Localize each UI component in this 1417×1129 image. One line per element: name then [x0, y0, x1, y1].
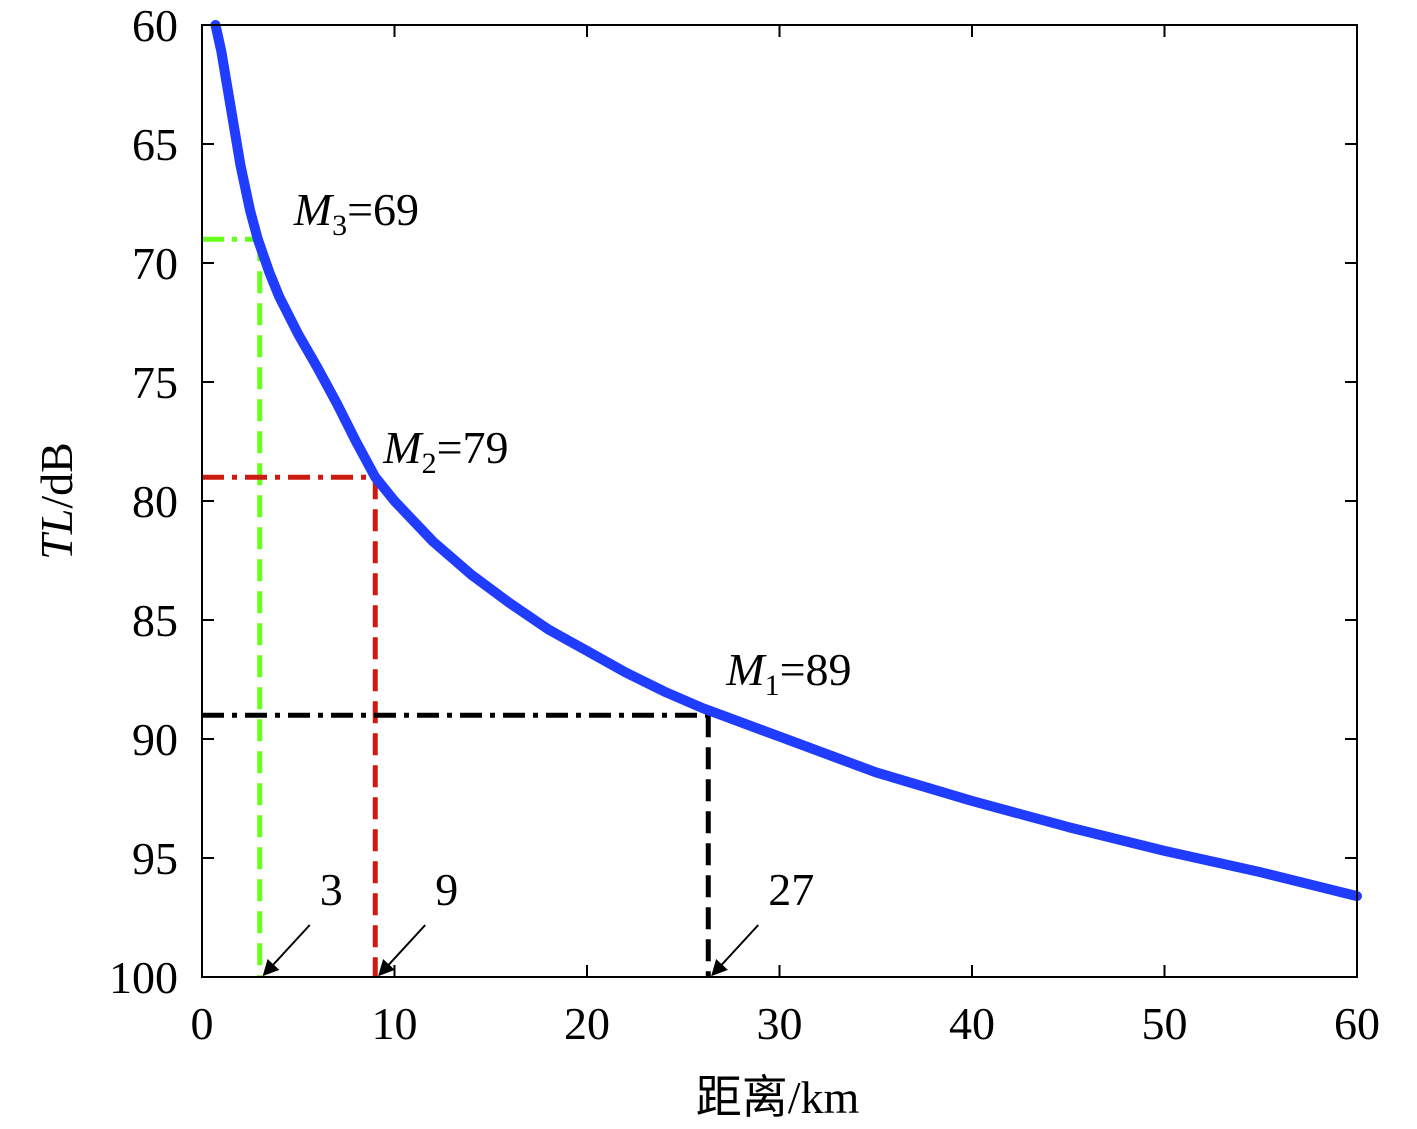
point-label-sub-M2: 2	[422, 447, 437, 480]
distance-label-M2: 9	[435, 864, 458, 915]
x-tick-label: 20	[564, 998, 610, 1049]
y-tick-label: 85	[132, 595, 178, 646]
y-tick-label: 95	[132, 833, 178, 884]
y-tick-label: 65	[132, 119, 178, 170]
y-tick-label: 75	[132, 357, 178, 408]
distance-arrow-M3	[262, 924, 311, 977]
y-tick-label: 70	[132, 238, 178, 289]
point-label-sub-M3: 3	[332, 209, 347, 242]
y-axis-title-var: TL	[31, 509, 82, 560]
y-tick-label: 90	[132, 714, 178, 765]
point-label-var-M3: M	[293, 184, 335, 235]
x-tick-label: 0	[191, 998, 214, 1049]
y-tick-label: 60	[132, 0, 178, 51]
x-axis-title: 距离/km	[696, 1072, 860, 1123]
point-label-val-M2: =79	[437, 422, 509, 473]
point-label-var-M2: M	[382, 422, 424, 473]
axis-ticks: 0 10 20 30 40 50 60 60 65 70 75 80 85 90 95 100	[109, 0, 1380, 1049]
x-tick-label: 30	[757, 998, 803, 1049]
y-tick-label: 100	[109, 952, 178, 1003]
point-label-val-M3: =69	[347, 184, 419, 235]
point-label-val-M1: =89	[780, 644, 852, 695]
guide-lines	[202, 236, 711, 977]
y-axis-title-unit: /dB	[31, 442, 82, 508]
distance-label-M1: 27	[768, 864, 814, 915]
y-tick-label: 80	[132, 476, 178, 527]
point-label-M1: M1=89	[725, 644, 851, 702]
x-tick-label: 40	[949, 998, 995, 1049]
series-layer	[210, 20, 1362, 902]
y-axis-title: TL/dB	[31, 442, 82, 560]
point-label-M3: M3=69	[293, 184, 419, 242]
distance-label-M3: 3	[320, 864, 343, 915]
series-line-0	[210, 20, 1362, 902]
x-tick-label: 50	[1142, 998, 1188, 1049]
distance-arrow-M1	[711, 924, 760, 977]
x-tick-label: 60	[1334, 998, 1380, 1049]
point-label-var-M1: M	[725, 644, 767, 695]
x-tick-label: 10	[372, 998, 418, 1049]
distance-arrow-M2	[378, 924, 426, 977]
point-label-M2: M2=79	[382, 422, 508, 480]
point-label-sub-M1: 1	[765, 669, 780, 702]
